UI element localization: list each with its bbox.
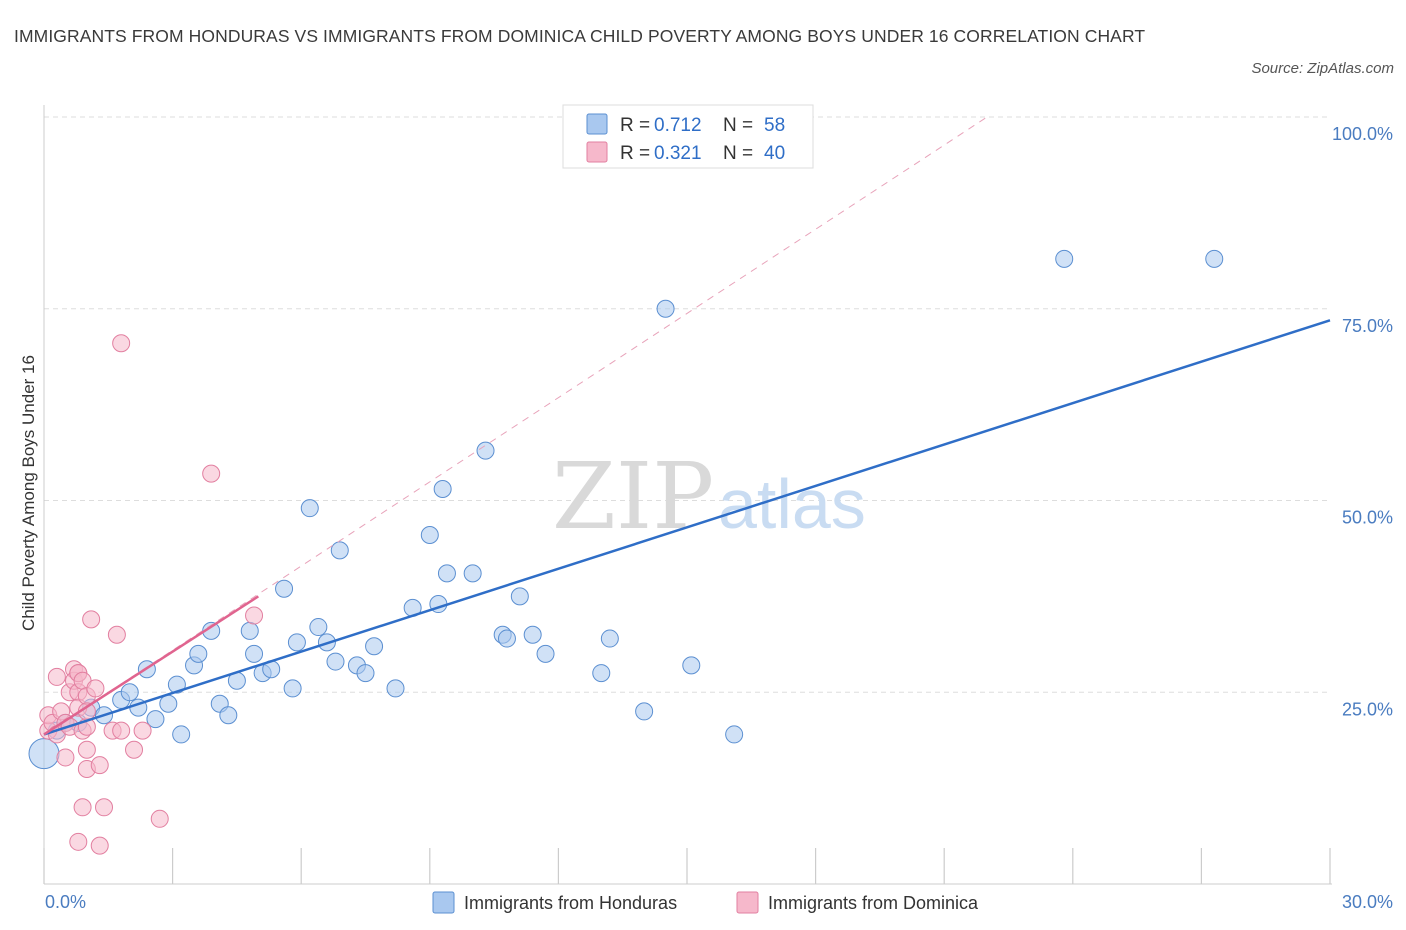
honduras-point-7 [120, 683, 139, 702]
trend-line-dominica-extended [43, 116, 988, 735]
dominica-point-37 [202, 464, 221, 483]
honduras-point-44 [497, 629, 516, 648]
y-tick-label-2: 75.0% [1342, 316, 1393, 336]
bottom-legend-swatch-honduras [432, 891, 455, 914]
dominica-point-33 [112, 334, 131, 353]
honduras-point-31 [330, 541, 349, 560]
legend-n-value-honduras: 58 [764, 115, 785, 136]
honduras-point-41 [463, 564, 482, 583]
honduras-point-40 [437, 564, 456, 583]
legend-box: R = 0.712 N = 58 R = 0.321 N = 40 [562, 104, 814, 169]
dominica-point-27 [90, 836, 109, 855]
trend-lines [43, 116, 1331, 736]
legend-r-value-dominica: 0.321 [654, 143, 702, 164]
honduras-point-54 [1055, 249, 1074, 268]
dominica-point-35 [133, 721, 152, 740]
y-tick-labels: 25.0% 50.0% 75.0% 100.0% [1332, 124, 1393, 719]
dominica-point-16 [69, 832, 88, 851]
legend-r-label-honduras: R = [620, 115, 650, 136]
dominica-point-34 [125, 740, 144, 759]
honduras-point-26 [287, 633, 306, 652]
trend-line-honduras [43, 319, 1331, 736]
honduras-point-53 [725, 725, 744, 744]
honduras-point-48 [592, 664, 611, 683]
y-tick-label-0: 25.0% [1342, 699, 1393, 719]
honduras-point-50 [635, 702, 654, 721]
honduras-point-51 [656, 299, 675, 318]
x-tick-labels: 0.0% 30.0% [45, 892, 1393, 912]
honduras-point-42 [476, 441, 495, 460]
honduras-point-25 [283, 679, 302, 698]
dominica-point-32 [112, 721, 131, 740]
dominica-point-18 [73, 798, 92, 817]
honduras-point-33 [356, 664, 375, 683]
watermark-zip: ZIP [552, 443, 714, 550]
dominica-point-31 [107, 625, 126, 644]
honduras-point-49 [600, 629, 619, 648]
legend-r-value-honduras: 0.712 [654, 115, 702, 136]
bottom-legend-dominica: Immigrants from Dominica [768, 893, 979, 913]
honduras-point-11 [159, 694, 178, 713]
dominica-point-3 [47, 667, 66, 686]
honduras-point-18 [219, 706, 238, 725]
chart-title: IMMIGRANTS FROM HONDURAS VS IMMIGRANTS F… [14, 26, 1146, 46]
honduras-point-39 [433, 479, 452, 498]
chart-source: Source: ZipAtlas.com [1251, 60, 1394, 77]
dominica-point-22 [77, 740, 96, 759]
series-dominica-points [39, 334, 264, 855]
honduras-point-28 [309, 618, 328, 637]
watermark: ZIP atlas [552, 443, 866, 550]
honduras-point-52 [682, 656, 701, 675]
trend-line-dominica [43, 595, 260, 736]
honduras-point-45 [510, 587, 529, 606]
legend-swatch-dominica [586, 141, 608, 163]
y-tick-label-1: 50.0% [1342, 508, 1393, 528]
honduras-point-27 [300, 499, 319, 518]
legend-r-label-dominica: R = [620, 143, 650, 164]
honduras-point-37 [420, 526, 439, 545]
legend-n-value-dominica: 40 [764, 143, 785, 164]
bottom-legend-swatch-dominica [736, 891, 759, 914]
series-honduras-points [28, 249, 1224, 770]
honduras-point-34 [365, 637, 384, 656]
bottom-legend: Immigrants from Honduras Immigrants from… [432, 891, 979, 914]
bottom-legend-honduras: Immigrants from Honduras [464, 893, 677, 913]
dominica-point-38 [245, 606, 264, 625]
legend-swatch-honduras [586, 113, 608, 135]
dominica-point-36 [150, 809, 169, 828]
x-tick-label-0: 0.0% [45, 892, 86, 912]
dominica-point-25 [82, 610, 101, 629]
dominica-point-26 [86, 679, 105, 698]
honduras-point-35 [386, 679, 405, 698]
dominica-point-28 [90, 756, 109, 775]
legend-n-label-honduras: N = [723, 115, 753, 136]
honduras-point-20 [240, 621, 259, 640]
honduras-point-47 [536, 644, 555, 663]
x-tick-label-1: 30.0% [1342, 892, 1393, 912]
honduras-point-10 [146, 710, 165, 729]
legend-n-label-dominica: N = [723, 143, 753, 164]
honduras-point-24 [275, 579, 294, 598]
honduras-point-15 [189, 644, 208, 663]
honduras-point-12 [167, 675, 186, 694]
y-axis-label: Child Poverty Among Boys Under 16 [19, 355, 38, 631]
dominica-point-29 [95, 798, 114, 817]
honduras-point-46 [523, 625, 542, 644]
honduras-point-55 [1205, 249, 1224, 268]
honduras-point-21 [245, 644, 264, 663]
honduras-point-30 [326, 652, 345, 671]
dominica-point-6 [56, 748, 75, 767]
honduras-point-13 [172, 725, 191, 744]
grid-lines [44, 116, 1330, 693]
y-tick-label-3: 100.0% [1332, 124, 1393, 144]
